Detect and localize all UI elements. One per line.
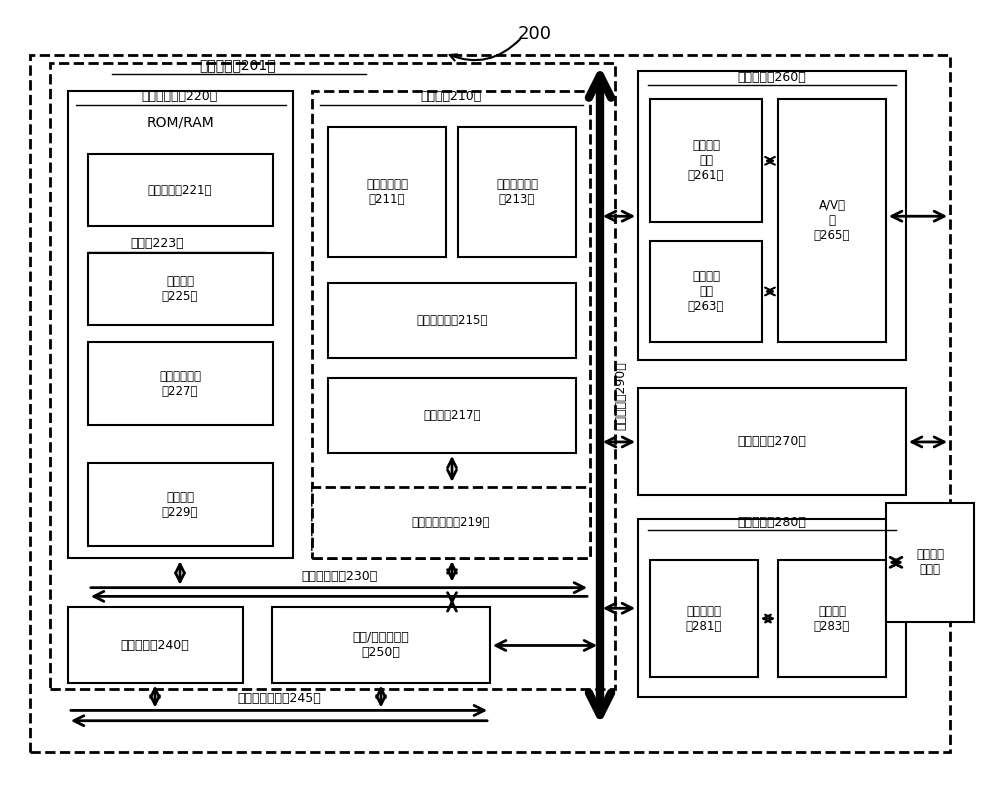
- Text: 基本配置（201）: 基本配置（201）: [200, 58, 276, 72]
- Bar: [328, 127, 446, 257]
- Bar: [272, 607, 490, 683]
- Text: 图像处理
单元
（261）: 图像处理 单元 （261）: [688, 139, 724, 182]
- Text: 存储器总线（230）: 存储器总线（230）: [302, 570, 378, 583]
- Bar: [638, 71, 906, 360]
- Text: A/V端
口
（265）: A/V端 口 （265）: [814, 200, 850, 242]
- Bar: [68, 607, 243, 683]
- Text: 音频处理
单元
（263）: 音频处理 单元 （263）: [688, 270, 724, 313]
- Text: 接口总线（290）: 接口总线（290）: [614, 362, 627, 430]
- Text: 200: 200: [518, 25, 552, 43]
- Bar: [312, 91, 590, 558]
- Text: 其他计算
机设备: 其他计算 机设备: [916, 548, 944, 577]
- Bar: [30, 55, 950, 752]
- Text: 通信设备（280）: 通信设备（280）: [738, 516, 806, 529]
- Text: 寄存器（217）: 寄存器（217）: [423, 409, 481, 422]
- Text: 存储器控制器（219）: 存储器控制器（219）: [412, 516, 490, 529]
- Text: 故障诊断单元
（227）: 故障诊断单元 （227）: [159, 370, 201, 398]
- Bar: [458, 127, 576, 257]
- Bar: [88, 154, 273, 226]
- Bar: [650, 560, 758, 677]
- Text: 网络控制器
（281）: 网络控制器 （281）: [686, 604, 722, 633]
- Text: 输出设备（260）: 输出设备（260）: [738, 71, 806, 84]
- Bar: [778, 560, 886, 677]
- Text: ROM/RAM: ROM/RAM: [146, 116, 214, 130]
- Bar: [650, 99, 762, 222]
- Text: 一级高速缓存
（211）: 一级高速缓存 （211）: [366, 178, 408, 207]
- Text: 应用（223）: 应用（223）: [130, 238, 184, 250]
- Bar: [88, 342, 273, 425]
- Bar: [886, 503, 974, 622]
- Bar: [88, 463, 273, 546]
- Bar: [650, 241, 762, 342]
- Text: 操作系统（221）: 操作系统（221）: [148, 184, 212, 196]
- Bar: [88, 253, 273, 325]
- Bar: [68, 91, 293, 558]
- Text: 总线/接口控制器
（250）: 总线/接口控制器 （250）: [353, 631, 409, 660]
- Bar: [50, 63, 615, 689]
- Bar: [328, 283, 576, 358]
- Text: 外设接口（270）: 外设接口（270）: [738, 436, 806, 448]
- Bar: [312, 487, 590, 558]
- Text: 存储设备（240）: 存储设备（240）: [121, 639, 189, 652]
- Text: 处理器（210）: 处理器（210）: [420, 90, 482, 103]
- Bar: [638, 388, 906, 495]
- Bar: [638, 519, 906, 697]
- Text: 系统存储器（220）: 系统存储器（220）: [142, 90, 218, 103]
- Text: 通信端口
（283）: 通信端口 （283）: [814, 604, 850, 633]
- Text: 程序数据
（229）: 程序数据 （229）: [162, 491, 198, 520]
- Bar: [328, 378, 576, 453]
- Text: 二级高速缓存
（213）: 二级高速缓存 （213）: [496, 178, 538, 207]
- Bar: [778, 99, 886, 342]
- Text: 处理器核心（215）: 处理器核心（215）: [416, 314, 488, 327]
- Text: 其他应用
（225）: 其他应用 （225）: [162, 275, 198, 303]
- Text: 存储接口总线（245）: 存储接口总线（245）: [237, 692, 321, 705]
